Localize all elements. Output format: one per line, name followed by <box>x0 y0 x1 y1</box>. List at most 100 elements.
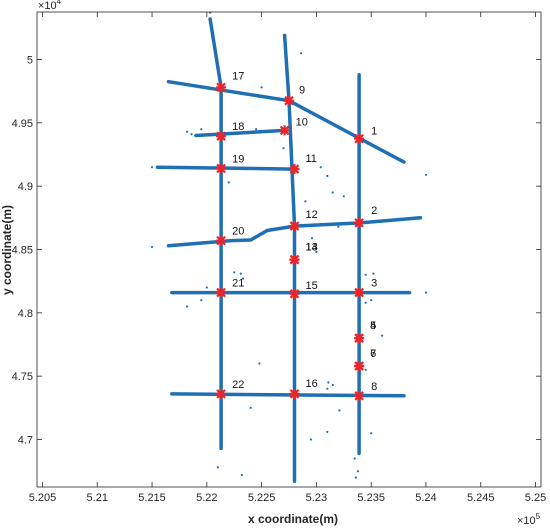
node-marker-center <box>292 391 297 397</box>
scatter-point <box>309 438 312 441</box>
scatter-point <box>338 409 341 412</box>
scatter-point <box>337 225 340 228</box>
road-trajectory <box>170 392 406 398</box>
node-label: 19 <box>232 153 244 165</box>
node-label: 1 <box>371 126 377 138</box>
y-tick-label: 5 <box>27 55 33 67</box>
node-label: 4 <box>370 320 376 332</box>
node-label: 22 <box>232 379 244 391</box>
node-label: 15 <box>306 280 318 292</box>
scatter-point <box>424 173 428 176</box>
scatter-point <box>200 299 203 302</box>
node-marker-center <box>292 291 297 297</box>
scatter-point <box>331 191 334 194</box>
scatter-point <box>356 470 360 473</box>
y-multiplier-exponent: 4 <box>57 0 62 6</box>
node-label: 3 <box>371 278 377 290</box>
scatter-point <box>258 362 261 365</box>
scatter-point <box>241 277 245 280</box>
scatter-point <box>326 174 329 178</box>
node-label: 10 <box>296 116 308 128</box>
x-axis-ticks: 5.205 5.21 5.215 5.22 5.225 5.23 5.235 5.24 5.24… <box>29 12 546 504</box>
scatter-point <box>300 52 303 55</box>
scatter-point <box>327 381 330 384</box>
node-label: 17 <box>232 70 244 82</box>
scatter-point <box>150 166 154 169</box>
node-label: 7 <box>370 348 376 360</box>
scatter-point <box>310 237 314 240</box>
scatter-point <box>205 286 208 289</box>
scatter-point <box>239 272 242 275</box>
node-marker-center <box>356 136 362 141</box>
node-marker-center <box>292 257 297 262</box>
x-tick-label: 5.21 <box>87 492 108 504</box>
scatter-point <box>252 131 255 135</box>
node-marker-center <box>356 335 362 341</box>
node-marker-center <box>218 391 224 397</box>
scatter-point <box>200 128 203 131</box>
node-marker-center <box>356 220 362 226</box>
scatter-point <box>370 432 373 435</box>
scatter-point <box>326 387 329 390</box>
y-tick-label: 4.95 <box>12 118 33 130</box>
x-tick-label: 5.215 <box>138 492 166 504</box>
node-label: 20 <box>232 226 244 238</box>
scatter-point <box>240 394 243 397</box>
y-tick-label: 4.9 <box>18 181 33 193</box>
node-marker-center <box>282 128 287 133</box>
scatter-point <box>282 147 285 150</box>
scatter-point <box>186 130 189 133</box>
scatter-point <box>364 273 367 276</box>
scatter-point <box>326 430 329 433</box>
node-marker-center <box>218 85 224 90</box>
scatter-point <box>424 291 428 294</box>
node-label: 5 <box>370 320 376 332</box>
node-marker-center <box>356 393 362 398</box>
node-label: 18 <box>232 121 244 133</box>
node-label: 6 <box>370 348 376 360</box>
x-tick-label: 5.235 <box>357 492 385 504</box>
node-label: 16 <box>306 378 318 390</box>
scatter-point <box>359 372 362 375</box>
node-label: 13 <box>306 242 318 254</box>
scatter-point <box>249 406 252 409</box>
node-label: 21 <box>232 278 244 290</box>
node-marker-center <box>218 166 224 171</box>
scatter-point <box>227 181 230 184</box>
scatter-point <box>260 86 263 89</box>
y-tick-label: 4.7 <box>18 435 33 447</box>
node-label: 9 <box>299 85 305 97</box>
scatter-point <box>304 200 307 203</box>
scatter-point <box>353 457 356 460</box>
node-label: 12 <box>306 209 318 221</box>
scatter-point <box>319 166 322 169</box>
node-marker-center <box>218 290 224 295</box>
x-multiplier: ×105 <box>517 512 541 527</box>
scatter-point <box>342 195 345 198</box>
scatter-point <box>372 272 375 275</box>
node-label: 2 <box>371 205 377 217</box>
y-axis-ticks: 4.7 4.75 4.8 4.85 4.9 4.95 5 <box>12 55 541 447</box>
x-multiplier-exponent: 5 <box>536 512 541 521</box>
x-tick-label: 5.25 <box>525 492 546 504</box>
y-multiplier: ×104 <box>38 0 62 12</box>
scatter-point <box>216 466 219 469</box>
scatter-point <box>150 245 154 249</box>
scatter-point <box>331 383 334 387</box>
x-tick-label: 5.225 <box>248 492 276 504</box>
x-tick-label: 5.205 <box>29 492 57 504</box>
node-label: 14 <box>306 242 318 254</box>
node-marker-center <box>292 166 297 172</box>
node-marker-center <box>292 223 297 229</box>
node-marker-center <box>356 363 362 369</box>
scatter-point <box>354 476 357 479</box>
scatter-point <box>370 299 373 302</box>
scatter-point <box>190 133 193 136</box>
x-tick-label: 5.24 <box>415 492 436 504</box>
scatter-point <box>315 250 318 254</box>
y-tick-label: 4.8 <box>18 308 33 320</box>
node-marker-center <box>218 238 224 243</box>
scatter-point <box>186 305 189 308</box>
